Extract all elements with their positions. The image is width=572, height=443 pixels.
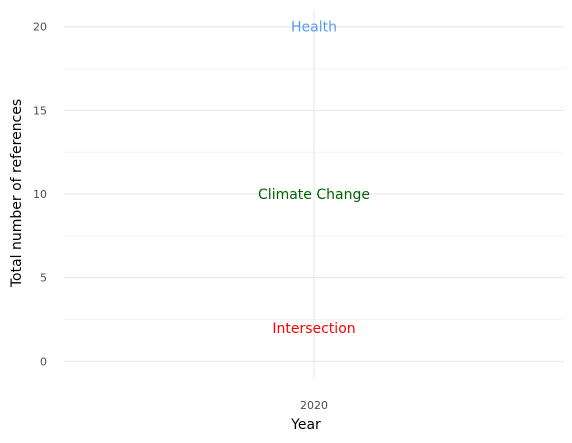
x-axis-ticks: 2020: [300, 399, 328, 412]
y-tick-label: 0: [40, 355, 47, 368]
y-tick-label: 20: [33, 21, 47, 34]
data-point-label: Climate Change: [258, 187, 370, 203]
y-axis-title: Total number of references: [9, 99, 25, 288]
y-tick-label: 15: [33, 104, 47, 117]
x-axis-title: Year: [290, 417, 321, 433]
data-point-label: Intersection: [272, 321, 355, 337]
y-axis-ticks: 0 5 10 15 20: [33, 21, 47, 369]
point-labels: Health Climate Change Intersection: [258, 20, 370, 337]
x-tick-label: 2020: [300, 399, 328, 412]
major-gridlines: [64, 10, 564, 378]
data-point-label: Health: [291, 20, 337, 36]
y-tick-label: 5: [40, 272, 47, 285]
y-tick-label: 10: [33, 188, 47, 201]
